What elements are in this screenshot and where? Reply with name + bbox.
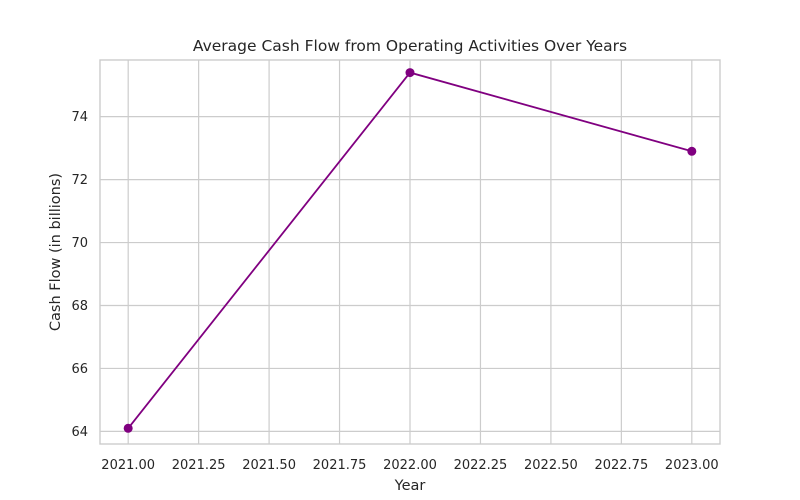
y-tick-label: 68 [71,299,88,314]
y-axis-ticks: 64 66 68 70 72 74 [71,110,88,440]
x-axis-label: Year [394,478,426,494]
x-tick-label: 2021.50 [242,458,296,473]
y-tick-label: 66 [71,362,88,377]
grid [100,60,720,444]
x-tick-label: 2022.25 [454,458,508,473]
x-tick-label: 2021.75 [313,458,367,473]
x-tick-label: 2022.00 [383,458,437,473]
data-point [687,146,697,156]
data-point [405,68,415,78]
series-layer [123,68,697,433]
x-tick-label: 2021.25 [172,458,226,473]
chart-title: Average Cash Flow from Operating Activit… [193,37,627,55]
y-tick-label: 64 [71,425,88,440]
y-tick-label: 72 [71,173,88,188]
y-tick-label: 74 [71,110,88,125]
x-tick-label: 2022.75 [594,458,648,473]
data-point [123,423,133,433]
y-axis-label: Cash Flow (in billions) [48,173,64,331]
x-tick-label: 2021.00 [101,458,155,473]
plot-frame [99,59,721,445]
x-tick-label: 2023.00 [665,458,719,473]
x-tick-label: 2022.50 [524,458,578,473]
x-axis-ticks: 2021.00 2021.25 2021.50 2021.75 2022.00 2022.… [101,458,718,473]
y-tick-label: 70 [71,236,88,251]
